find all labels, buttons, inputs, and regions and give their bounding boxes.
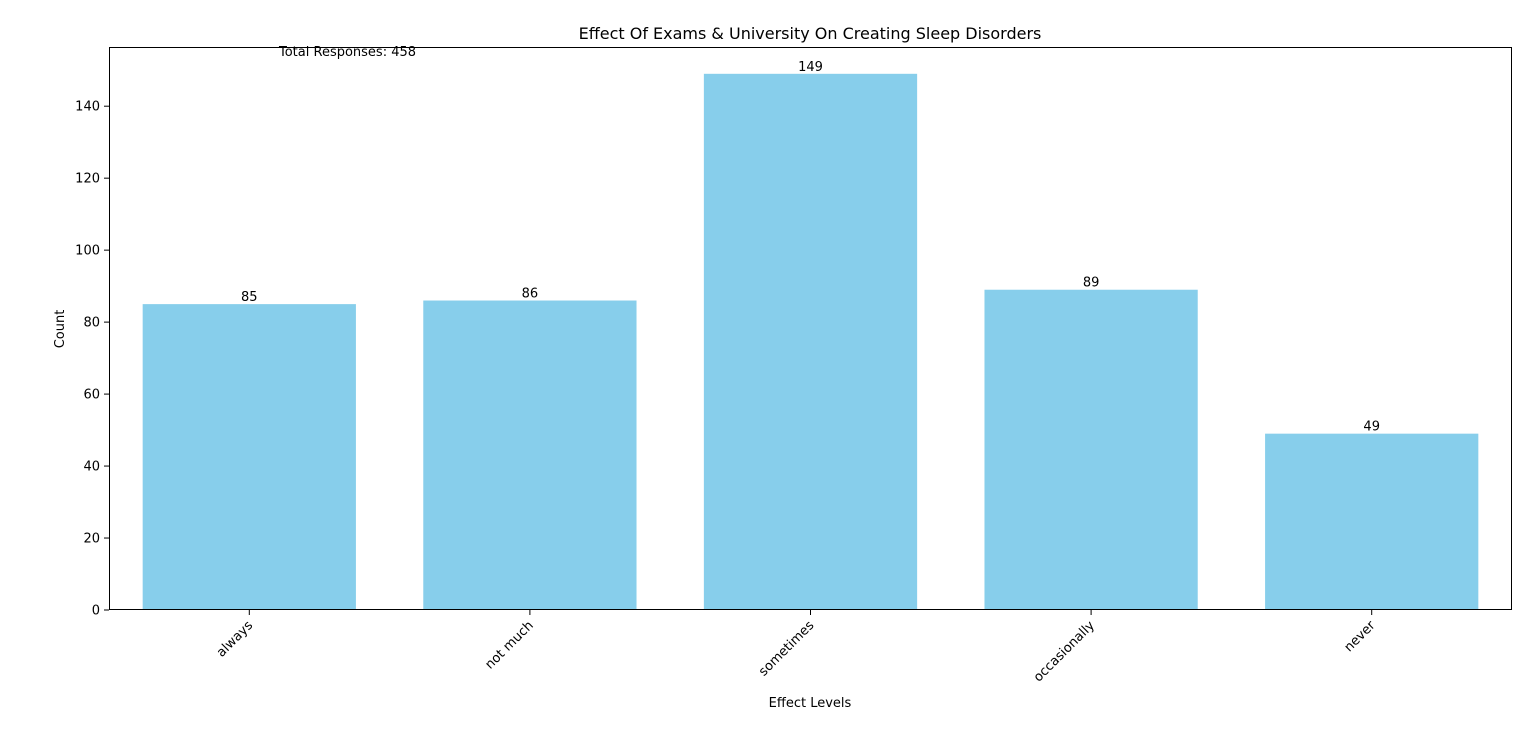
bar-never — [1265, 433, 1479, 610]
y-tick-label: 120 — [75, 172, 100, 187]
bar-occasionally — [984, 289, 1198, 610]
y-tick-label: 140 — [75, 100, 100, 115]
bar-value-label: 149 — [798, 60, 823, 75]
total-responses-annotation: Total Responses: 458 — [278, 45, 416, 60]
y-tick-label: 0 — [92, 604, 100, 619]
y-axis-label: Count — [53, 310, 68, 349]
chart-title: Effect Of Exams & University On Creating… — [579, 24, 1042, 43]
bar-value-label: 89 — [1083, 276, 1100, 291]
axes-frame — [109, 47, 1512, 610]
y-tick-label: 80 — [83, 316, 100, 331]
bar-value-label: 49 — [1363, 420, 1380, 435]
y-tick-label: 20 — [83, 532, 100, 547]
bar-sometimes — [703, 73, 918, 611]
bar-not-much — [423, 300, 637, 610]
x-axis-label: Effect Levels — [769, 696, 852, 711]
bar-value-label: 85 — [241, 290, 258, 305]
y-tick-label: 40 — [83, 460, 100, 475]
bar-value-label: 86 — [522, 287, 539, 302]
bar-always — [142, 304, 356, 610]
y-tick-label: 100 — [75, 244, 100, 259]
y-tick-label: 60 — [83, 388, 100, 403]
